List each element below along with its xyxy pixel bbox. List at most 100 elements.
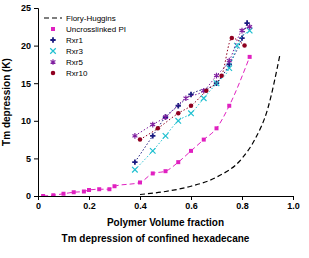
point [219, 73, 224, 78]
point [183, 95, 188, 101]
x-tick: 0.8 [236, 196, 249, 211]
legend-item: Flory-Huggins [44, 14, 116, 23]
point [176, 160, 180, 164]
point [201, 95, 207, 101]
chart: 0 0.2 0.4 0.6 0.8 1.0 0 5 10 15 20 25 Flory-Huggins U… [0, 0, 309, 258]
y-tick-mark [34, 121, 38, 122]
series [41, 55, 252, 196]
legend-item: Rxr10 [51, 69, 88, 78]
legend-marker [51, 59, 56, 65]
legend-label: Flory-Huggins [66, 14, 116, 23]
point [176, 111, 181, 116]
point [87, 188, 91, 192]
point [248, 55, 252, 59]
point [163, 133, 169, 139]
point [230, 36, 235, 41]
x-tick-label: 0.6 [185, 201, 198, 211]
plot: 0 0.2 0.4 0.6 0.8 1.0 0 5 10 15 20 25 Flory-Huggins U… [21, 3, 300, 211]
point [138, 137, 143, 142]
x-tick: 0.2 [83, 196, 96, 211]
x-tick-mark [191, 196, 192, 200]
marks [41, 20, 280, 196]
y-tick-mark [34, 83, 38, 84]
y-tick-label: 15 [21, 79, 31, 89]
point [132, 133, 137, 139]
point [202, 138, 206, 142]
series-line [43, 57, 250, 196]
point [82, 189, 86, 193]
point [226, 65, 232, 71]
y-tick: 25 [21, 3, 38, 13]
y-tick-mark [34, 158, 38, 159]
point [97, 187, 101, 191]
x-tick-mark [293, 196, 294, 200]
legend-item: Uncrosslinked PI [51, 25, 126, 34]
legend-label: Uncrosslinked PI [66, 25, 126, 34]
legend-label: Rxr5 [66, 58, 83, 67]
legend-marker [51, 71, 56, 76]
point [247, 24, 252, 30]
y-axis-line [34, 9, 39, 197]
series-line [135, 27, 250, 136]
legend-label: Rxr3 [66, 47, 83, 56]
series [138, 36, 247, 142]
x-axis-line [39, 197, 294, 201]
x-tick-label: 0.8 [236, 201, 249, 211]
legend-marker [50, 37, 55, 42]
point [244, 20, 249, 25]
point [150, 148, 156, 154]
y-tick: 5 [26, 154, 38, 164]
x-tick-mark [89, 196, 90, 200]
point [188, 110, 194, 116]
point [227, 104, 231, 108]
point [227, 58, 232, 64]
y-tick: 20 [21, 41, 38, 51]
x-tick: 0.4 [134, 196, 147, 211]
point [189, 104, 194, 109]
x-tick-label: 0 [36, 201, 41, 211]
y-tick-mark [34, 8, 38, 9]
series-line [140, 38, 245, 140]
legend-item: Rxr3 [50, 47, 83, 56]
y-tick-label: 20 [21, 41, 31, 51]
legend-line [44, 17, 62, 18]
point [72, 190, 76, 194]
point [156, 126, 161, 131]
x-axis: 0 0.2 0.4 0.6 0.8 1.0 [36, 196, 300, 211]
legend-label: Rxr1 [66, 36, 83, 45]
x-axis-title: Polymer Volume fraction [107, 217, 224, 228]
series-line [135, 23, 247, 162]
y-tick: 15 [21, 79, 38, 89]
y-tick-mark [34, 46, 38, 47]
point [214, 73, 219, 79]
y-axis: 0 5 10 15 20 25 [21, 3, 39, 201]
x-tick-mark [140, 196, 141, 200]
x-tick: 1.0 [287, 196, 300, 211]
point [204, 88, 209, 93]
title: Tm depression of confined hexadecane [62, 233, 250, 244]
y-tick-label: 10 [21, 116, 31, 126]
point [107, 187, 111, 191]
series-line [135, 31, 250, 170]
legend-marker [51, 27, 55, 31]
point [150, 133, 155, 138]
legend-marker [50, 48, 56, 54]
x-tick-mark [242, 196, 243, 200]
point [151, 171, 155, 175]
point [62, 192, 66, 196]
point [132, 167, 138, 173]
y-tick-mark [34, 196, 38, 197]
series [132, 24, 252, 139]
y-tick-label: 0 [26, 191, 31, 201]
x-tick: 0 [36, 196, 41, 211]
point [138, 180, 142, 184]
point [239, 35, 244, 40]
y-tick-label: 25 [21, 3, 31, 13]
point [215, 126, 219, 130]
legend-item: Rxr1 [50, 36, 83, 45]
y-axis-title: Tm depression (K) [1, 58, 12, 146]
point [164, 169, 168, 173]
x-tick: 0.6 [185, 196, 198, 211]
point [189, 149, 193, 153]
point [240, 28, 245, 34]
